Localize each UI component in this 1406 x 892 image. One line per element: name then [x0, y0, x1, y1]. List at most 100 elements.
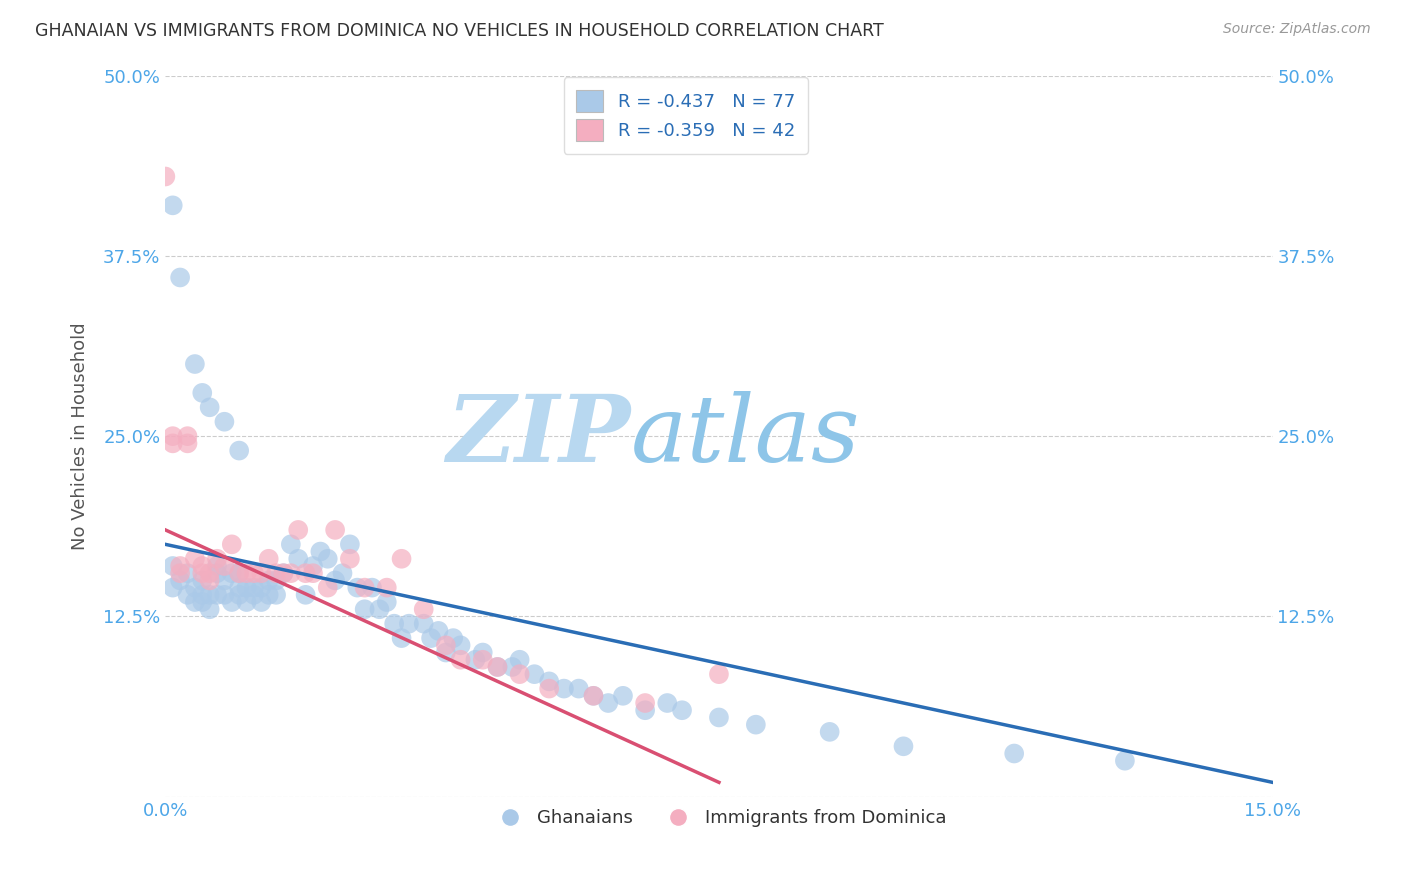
Point: [287, 523, 309, 537]
Point: [191, 595, 214, 609]
Point: [191, 574, 214, 588]
Point: [287, 551, 309, 566]
Point: [280, 566, 302, 581]
Point: [553, 681, 575, 696]
Point: [205, 588, 228, 602]
Text: atlas: atlas: [630, 392, 860, 481]
Point: [634, 696, 657, 710]
Point: [361, 581, 384, 595]
Point: [162, 429, 184, 443]
Point: [398, 616, 420, 631]
Text: GHANAIAN VS IMMIGRANTS FROM DOMINICA NO VEHICLES IN HOUSEHOLD CORRELATION CHART: GHANAIAN VS IMMIGRANTS FROM DOMINICA NO …: [35, 22, 884, 40]
Point: [818, 724, 841, 739]
Point: [509, 667, 531, 681]
Point: [339, 537, 361, 551]
Point: [538, 674, 561, 689]
Point: [582, 689, 605, 703]
Point: [235, 595, 257, 609]
Point: [316, 581, 339, 595]
Point: [427, 624, 450, 638]
Point: [198, 574, 221, 588]
Point: [176, 429, 198, 443]
Point: [228, 443, 250, 458]
Point: [316, 551, 339, 566]
Point: [434, 646, 457, 660]
Point: [264, 566, 287, 581]
Point: [486, 660, 509, 674]
Point: [353, 581, 375, 595]
Point: [162, 559, 184, 574]
Point: [169, 270, 191, 285]
Point: [257, 574, 280, 588]
Point: [198, 602, 221, 616]
Point: [671, 703, 693, 717]
Point: [412, 616, 434, 631]
Point: [273, 566, 295, 581]
Point: [235, 566, 257, 581]
Point: [657, 696, 679, 710]
Point: [243, 588, 266, 602]
Point: [169, 559, 191, 574]
Point: [420, 631, 443, 645]
Point: [391, 551, 413, 566]
Point: [598, 696, 620, 710]
Point: [471, 653, 494, 667]
Point: [198, 401, 221, 415]
Point: [205, 551, 228, 566]
Point: [441, 631, 464, 645]
Point: [264, 588, 287, 602]
Point: [332, 566, 354, 581]
Point: [205, 566, 228, 581]
Point: [205, 559, 228, 574]
Point: [243, 566, 266, 581]
Point: [450, 638, 472, 652]
Point: [368, 602, 391, 616]
Point: [893, 739, 915, 754]
Point: [464, 653, 486, 667]
Point: [214, 574, 236, 588]
Point: [346, 581, 368, 595]
Point: [214, 415, 236, 429]
Point: [162, 198, 184, 212]
Point: [250, 566, 273, 581]
Point: [707, 667, 730, 681]
Point: [228, 566, 250, 581]
Point: [198, 588, 221, 602]
Point: [1002, 747, 1025, 761]
Point: [294, 588, 316, 602]
Point: [391, 631, 413, 645]
Point: [486, 660, 509, 674]
Point: [257, 551, 280, 566]
Point: [509, 653, 531, 667]
Point: [257, 588, 280, 602]
Point: [191, 385, 214, 400]
Point: [302, 566, 325, 581]
Point: [582, 689, 605, 703]
Point: [176, 436, 198, 450]
Point: [155, 169, 177, 184]
Point: [176, 566, 198, 581]
Point: [184, 595, 207, 609]
Point: [169, 566, 191, 581]
Point: [450, 653, 472, 667]
Point: [243, 581, 266, 595]
Point: [471, 646, 494, 660]
Point: [214, 588, 236, 602]
Point: [162, 581, 184, 595]
Legend: Ghanaians, Immigrants from Dominica: Ghanaians, Immigrants from Dominica: [484, 802, 953, 835]
Point: [191, 566, 214, 581]
Point: [228, 581, 250, 595]
Point: [264, 574, 287, 588]
Point: [184, 357, 207, 371]
Point: [634, 703, 657, 717]
Point: [745, 717, 768, 731]
Point: [280, 537, 302, 551]
Point: [221, 566, 243, 581]
Point: [1114, 754, 1136, 768]
Point: [353, 602, 375, 616]
Point: [235, 581, 257, 595]
Point: [162, 436, 184, 450]
Y-axis label: No Vehicles in Household: No Vehicles in Household: [72, 322, 89, 550]
Point: [250, 595, 273, 609]
Point: [273, 566, 295, 581]
